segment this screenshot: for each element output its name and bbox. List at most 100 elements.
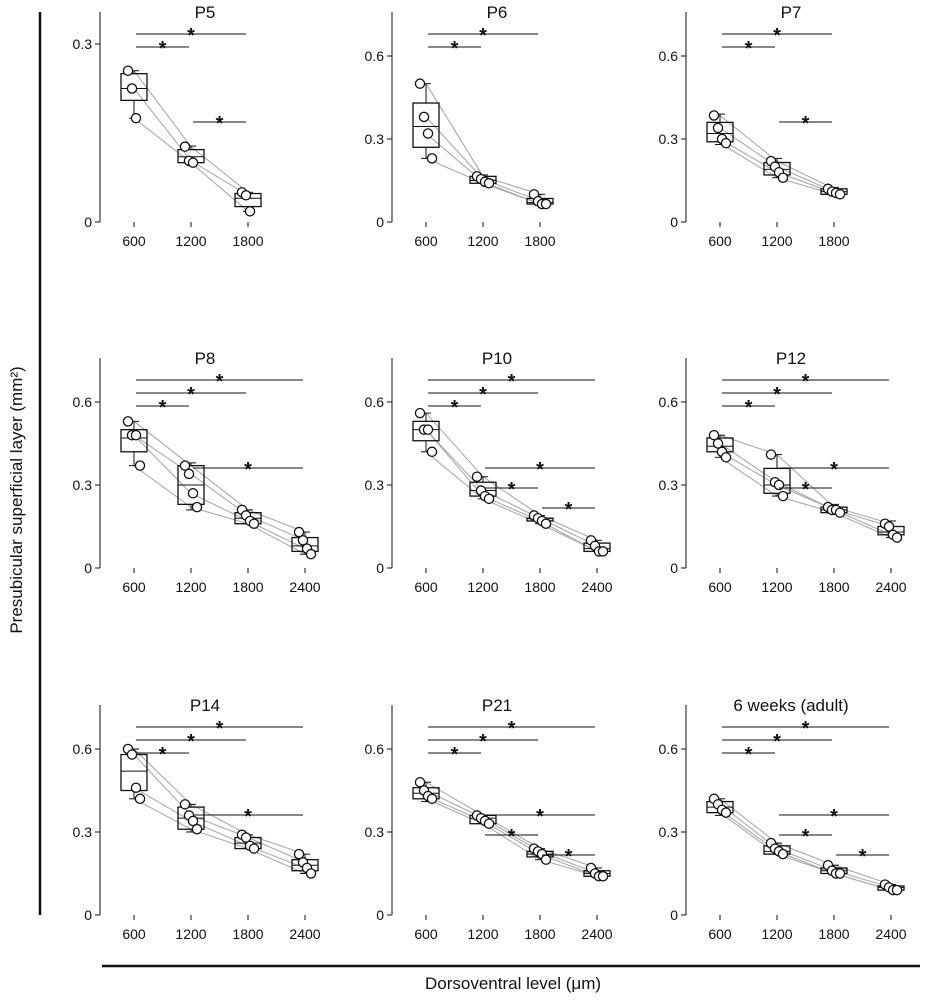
data-point <box>597 871 609 882</box>
data-point <box>187 815 199 827</box>
x-tick-label: 1800 <box>818 233 849 249</box>
x-tick-label: 600 <box>122 233 146 249</box>
data-point <box>712 438 724 449</box>
significance-star: * <box>745 38 753 60</box>
significance-star: * <box>802 479 810 501</box>
significance-star: * <box>187 25 195 47</box>
y-tick-label: 0.6 <box>659 48 679 64</box>
data-point <box>187 488 199 499</box>
data-point <box>773 479 785 491</box>
data-point <box>426 793 438 805</box>
significance-star: * <box>859 846 867 868</box>
data-point <box>122 416 134 427</box>
animal-line <box>425 798 598 877</box>
significance-star: * <box>830 459 838 481</box>
significance-star: * <box>187 731 195 753</box>
panel-title: 6 weeks (adult) <box>733 696 848 715</box>
x-tick-label: 1800 <box>524 926 555 942</box>
data-point <box>422 128 434 139</box>
data-point <box>244 206 256 217</box>
significance-star: * <box>802 113 810 135</box>
significance-star: * <box>479 25 487 47</box>
y-tick-label: 0.3 <box>659 824 679 840</box>
box-iqr <box>763 467 791 494</box>
significance-star: * <box>187 384 195 406</box>
x-tick-label: 2400 <box>875 579 906 595</box>
animal-line <box>425 795 598 877</box>
data-point <box>414 407 426 419</box>
y-tick-label: 0.6 <box>365 48 385 64</box>
x-axis-title: Dorsoventral level (μm) <box>425 974 601 993</box>
significance-star: * <box>773 731 781 753</box>
data-point <box>183 468 195 480</box>
data-point <box>708 429 720 441</box>
y-axis-title: Presubicular superficial layer (mm²) <box>7 366 26 633</box>
x-tick-label: 1200 <box>175 233 206 249</box>
data-point <box>305 548 317 560</box>
panel-title: P14 <box>190 696 220 715</box>
data-point <box>130 429 142 441</box>
x-tick-label: 600 <box>708 579 732 595</box>
data-point <box>134 793 146 805</box>
data-point <box>414 78 426 89</box>
x-tick-label: 2400 <box>875 926 906 942</box>
animal-line <box>425 429 598 552</box>
panel-title: P8 <box>195 349 216 368</box>
significance-star: * <box>216 113 224 135</box>
x-tick-label: 600 <box>414 233 438 249</box>
x-tick-label: 600 <box>708 926 732 942</box>
x-tick-label: 1800 <box>232 926 263 942</box>
data-point <box>597 546 609 557</box>
data-point <box>471 471 483 482</box>
y-tick-label: 0.3 <box>73 477 93 493</box>
panel-title: P7 <box>781 3 802 22</box>
y-tick-label: 0.6 <box>659 741 679 757</box>
y-tick-label: 0 <box>670 560 678 576</box>
animal-line <box>133 420 306 533</box>
data-point <box>891 884 903 896</box>
panel-8: P21 0 0.3 0.6 600 1200 1800 2400 * * * * * * <box>365 696 613 942</box>
y-tick-label: 0 <box>670 907 678 923</box>
panel-title: P6 <box>487 3 508 22</box>
panel-title: P12 <box>776 349 806 368</box>
data-point <box>134 460 146 471</box>
significance-star: * <box>508 479 516 501</box>
significance-star: * <box>565 499 573 521</box>
y-tick-label: 0 <box>84 907 92 923</box>
panel-2: P6 0 0.3 0.6 600 1200 1800 * * <box>365 3 556 249</box>
significance-star: * <box>536 806 544 828</box>
significance-star: * <box>159 744 167 766</box>
y-tick-label: 0 <box>84 560 92 576</box>
box-iqr <box>120 73 148 102</box>
x-tick-label: 1200 <box>467 233 498 249</box>
data-point <box>540 854 552 865</box>
y-tick-label: 0.6 <box>659 394 679 410</box>
y-tick-label: 0.6 <box>365 394 385 410</box>
data-point <box>483 493 495 505</box>
significance-star: * <box>745 397 753 419</box>
data-point <box>191 823 203 835</box>
x-tick-label: 1800 <box>524 579 555 595</box>
data-point <box>777 172 789 183</box>
significance-star: * <box>479 384 487 406</box>
significance-star: * <box>451 397 459 419</box>
data-point <box>305 868 317 879</box>
data-point <box>297 535 309 546</box>
data-point <box>191 501 203 513</box>
data-point <box>418 111 430 123</box>
x-tick-label: 1200 <box>175 579 206 595</box>
animal-line <box>133 434 306 541</box>
data-point <box>248 843 260 854</box>
data-point <box>130 782 142 793</box>
animal-line <box>425 451 598 552</box>
x-tick-label: 600 <box>708 233 732 249</box>
x-tick-label: 600 <box>122 926 146 942</box>
x-tick-label: 1200 <box>467 579 498 595</box>
x-tick-label: 2400 <box>581 926 612 942</box>
animal-line <box>719 798 892 886</box>
y-tick-label: 0.6 <box>365 741 385 757</box>
x-tick-label: 1200 <box>761 579 792 595</box>
significance-star: * <box>244 459 252 481</box>
y-tick-label: 0.3 <box>365 477 385 493</box>
